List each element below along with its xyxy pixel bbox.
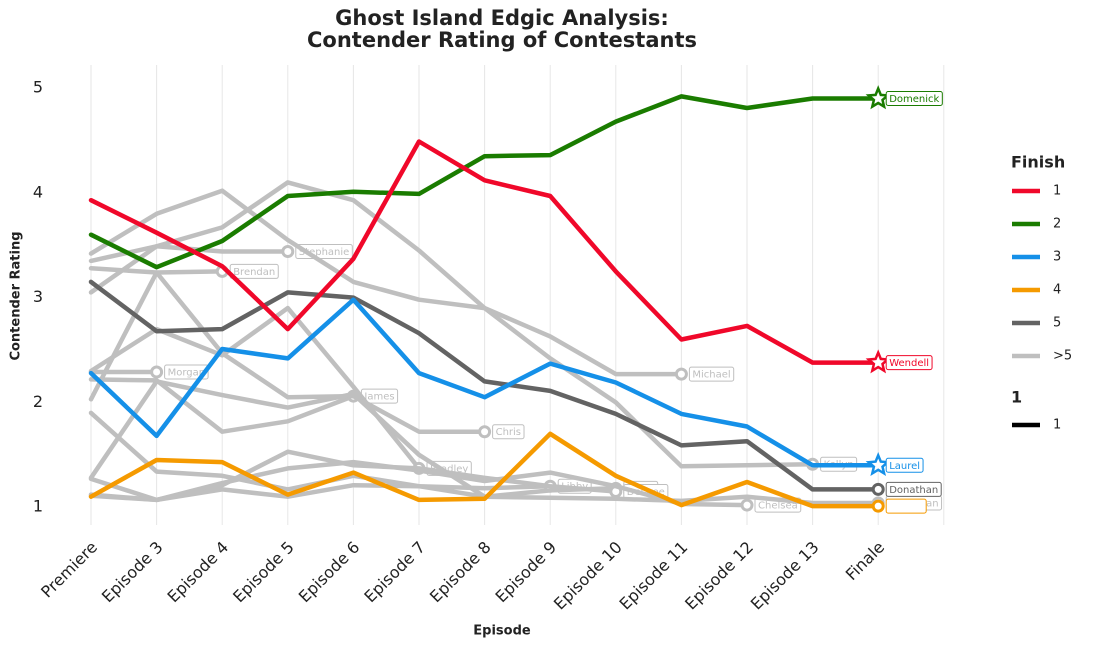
end-marker: [865, 452, 891, 477]
end-marker: [281, 245, 295, 259]
end-label: Chris: [492, 424, 525, 440]
end-marker: [871, 499, 885, 513]
end-label-text: Domenick: [889, 94, 939, 105]
end-label-text: Brendan: [233, 267, 275, 278]
end-marker: [865, 349, 891, 374]
end-label: Brendan: [229, 263, 279, 279]
series-line: [88, 377, 356, 434]
end-marker: [478, 425, 492, 439]
end-label: Laurel: [885, 457, 924, 473]
end-label-box: [885, 481, 942, 497]
legend-label: 5: [1053, 316, 1061, 331]
end-label-box: [164, 364, 209, 380]
end-label-text: Bradley: [430, 464, 468, 475]
end-label-box: [688, 366, 735, 382]
chart-subtitle: Contender Rating of Contestants: [307, 28, 697, 52]
x-tick-label: Episode 3: [98, 538, 167, 607]
end-label: Donathan: [885, 481, 942, 497]
legend-label: 3: [1053, 250, 1061, 265]
y-tick-label: 4: [33, 182, 43, 201]
legend-label: 4: [1053, 283, 1061, 298]
x-tick-label: Episode 10: [550, 538, 626, 614]
end-marker: [150, 365, 164, 379]
series-line: [88, 431, 881, 509]
end-label: Michael: [688, 366, 735, 382]
series-line: [88, 139, 881, 365]
x-axis-label: Episode: [473, 624, 531, 639]
series-line: [88, 270, 487, 434]
end-label-box: [492, 424, 525, 440]
x-tick-label: Episode 7: [360, 538, 429, 607]
end-marker: [871, 482, 885, 496]
y-axis-label: Contender Rating: [9, 231, 24, 360]
end-label: [885, 498, 927, 514]
series-line: [88, 279, 881, 492]
x-tick-label: Episode 8: [426, 538, 495, 607]
end-marker: [865, 85, 891, 110]
series-line: [88, 94, 881, 270]
chart-title: Ghost Island Edgic Analysis:: [335, 6, 669, 30]
end-label-text: Laurel: [889, 461, 920, 472]
legend-label: 1: [1053, 184, 1061, 199]
legend-title: 1: [1011, 388, 1022, 407]
end-label-box: [885, 498, 927, 514]
end-marker: [674, 367, 688, 381]
x-tick-label: Episode 9: [492, 538, 561, 607]
y-tick-label: 3: [33, 287, 43, 306]
end-label: Domenick: [885, 91, 943, 107]
series-line: [88, 188, 815, 469]
x-tick-label: Finale: [842, 538, 888, 584]
x-tick-label: Episode 4: [164, 538, 233, 607]
y-tick-label: 2: [33, 392, 43, 411]
end-label-box: [885, 457, 924, 473]
end-label: Wendell: [885, 355, 933, 371]
x-tick-label: Episode 6: [295, 538, 364, 607]
end-label: Morgan: [164, 364, 209, 380]
series-line: [88, 305, 422, 471]
series-line: [88, 379, 619, 499]
end-label-box: [885, 91, 943, 107]
x-tick-label: Episode 5: [229, 538, 298, 607]
x-tick-label: Premiere: [37, 538, 101, 602]
end-label-text: Chelsea: [758, 501, 798, 512]
end-label-text: Wendell: [889, 358, 929, 369]
end-label-box: [885, 355, 933, 371]
x-tick-label: Episode 13: [747, 538, 823, 614]
end-label-text: Chris: [496, 427, 521, 438]
series-line: [88, 459, 750, 508]
series-line: [88, 297, 881, 468]
end-label-text: Michael: [692, 370, 730, 381]
series-line: [88, 180, 684, 377]
end-label-text: Donathan: [889, 485, 938, 496]
legend-label: >5: [1053, 349, 1072, 364]
end-label-text: Stephanie: [299, 247, 350, 258]
end-label-text: James: [363, 392, 394, 403]
end-label-text: Morgan: [168, 368, 206, 379]
x-tick-label: Episode 12: [681, 538, 757, 614]
y-tick-label: 1: [33, 497, 43, 516]
legend-label: 1: [1053, 418, 1061, 433]
x-tick-label: Episode 11: [616, 538, 692, 614]
end-marker: [740, 498, 754, 512]
legend-label: 2: [1053, 217, 1061, 232]
legend-title: Finish: [1011, 153, 1065, 172]
y-tick-label: 5: [33, 78, 43, 97]
